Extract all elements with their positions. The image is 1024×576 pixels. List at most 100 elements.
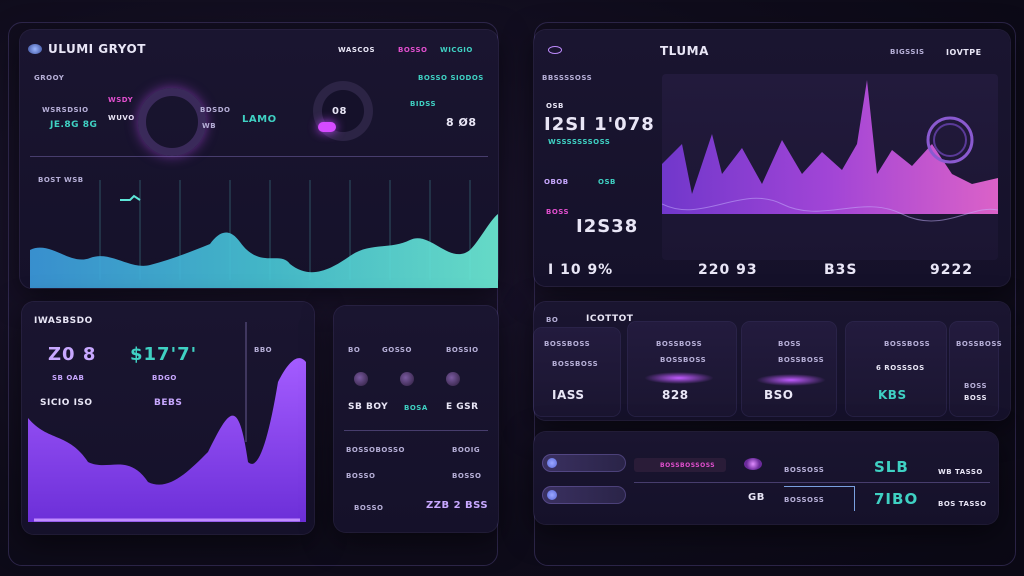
- toggle-knob: [547, 458, 557, 468]
- right-top-panel: TLUMA BIGSSIS IOVTPE BBSSSSOSS OSB I2SI …: [534, 30, 1010, 286]
- label-c: WB TASSO: [938, 468, 983, 476]
- right-value-main: I2SI 1'078: [544, 114, 655, 135]
- middle-value-c: E GSR: [446, 402, 479, 412]
- bracket-line: [784, 486, 855, 511]
- middle-row1-right: BOOIG: [452, 446, 481, 454]
- middle-header-c: BOSSIO: [446, 346, 479, 354]
- right-bottom-d: 9222: [930, 262, 973, 278]
- middle-row2-right: BOSSO: [452, 472, 482, 480]
- card-sub: BOSSBOSS: [660, 356, 707, 364]
- value-a: SLB: [874, 458, 909, 476]
- card-glow: [644, 372, 714, 384]
- donut-graphic: [308, 76, 378, 146]
- toggle-knob: [547, 490, 557, 500]
- card-sub: BOSSBOSS: [778, 356, 825, 364]
- middle-value-a: SB BOY: [348, 402, 389, 412]
- right-title: TLUMA: [660, 44, 709, 58]
- area-chart-teal: [30, 180, 498, 288]
- value-b: 7IBO: [874, 490, 919, 508]
- volume-label-c: SICIO ISO: [40, 398, 93, 408]
- stat5-label: BIDSS: [410, 100, 437, 108]
- middle-header-a: BO: [348, 346, 361, 354]
- card-label: BOSSBOSS: [884, 340, 931, 348]
- right-label-c: OSB: [598, 178, 616, 186]
- stat2-label-b: WUVO: [108, 114, 135, 122]
- card-sub: 6 ROSSSOS: [876, 364, 925, 372]
- card-value: KBS: [878, 388, 907, 402]
- volume-label-e: BBO: [254, 346, 273, 354]
- volume-label-d: BEBS: [154, 398, 183, 408]
- volume-label-b: BDGO: [152, 374, 177, 382]
- card-value: BSO: [764, 388, 794, 402]
- avatar-2[interactable]: [400, 372, 414, 386]
- avatar-3[interactable]: [446, 372, 460, 386]
- stat1-value: JE.8G 8G: [50, 120, 98, 130]
- middle-footer-value: ZZB 2 BSS: [426, 500, 489, 511]
- stat-card-4[interactable]: BOSSBOSS 6 ROSSSOS KBS: [846, 322, 946, 416]
- stat1-label: WSRSDSIO: [42, 106, 89, 114]
- right-bottom-b: 220 93: [698, 262, 758, 278]
- label-e: BOS TASSO: [938, 500, 987, 508]
- stat-card-5[interactable]: BOSSBOSS BOSS BOSS: [950, 322, 1002, 416]
- volume-value-b: $17'7': [130, 344, 198, 365]
- cards-header-b: ICOTTOT: [586, 314, 634, 324]
- stat3-b: LAMO: [242, 114, 277, 125]
- middle-panel: BO GOSSO BOSSIO SB BOY BOSA E GSR BOSSOB…: [334, 306, 498, 532]
- stat3-label: BDSDO: [200, 106, 231, 114]
- eye-icon-2[interactable]: [744, 458, 762, 470]
- volume-label-a: SB OAB: [52, 374, 85, 382]
- card-label: BOSSBOSS: [544, 340, 591, 348]
- eye-icon: [548, 46, 562, 54]
- header-link-b[interactable]: BOSSO: [398, 46, 428, 54]
- stat3-a: WB: [202, 122, 217, 130]
- trend-label: BOSSBOSSOSS: [660, 462, 716, 469]
- stat2-label-a: WSDY: [108, 96, 134, 104]
- bottom-divider: [634, 482, 990, 483]
- right-bottom-c: B3S: [824, 262, 858, 278]
- right-label-d: BOSS: [546, 208, 570, 216]
- subtitle: GROOY: [34, 74, 65, 82]
- right-section-label: BBSSSSOSS: [542, 74, 593, 82]
- right-dashboard-frame: [534, 22, 1016, 566]
- right-area-chart: [662, 80, 998, 222]
- card-sub: BOSS: [964, 382, 988, 390]
- ring-graphic: [138, 88, 206, 156]
- right-bottom-a: I 10 9%: [548, 262, 614, 278]
- stat-card-3[interactable]: BOSS BOSSBOSS BSO: [742, 322, 836, 416]
- donut-highlight: [318, 122, 336, 132]
- card-value: IASS: [552, 388, 585, 402]
- card-glow: [756, 374, 826, 386]
- trend-box: [634, 458, 726, 472]
- label-d: BOSSOSS: [784, 496, 825, 504]
- card-sub: BOSSBOSS: [552, 360, 599, 368]
- middle-row1-label: BOSSOBOSSO: [346, 446, 406, 454]
- card-label: BOSSBOSS: [956, 340, 1003, 348]
- stat4-value: 08: [332, 106, 347, 117]
- volume-area-chart: [28, 322, 306, 522]
- header-link-a[interactable]: WASCOS: [338, 46, 375, 54]
- right-label-a: OSB: [546, 102, 564, 110]
- avatar-1[interactable]: [354, 372, 368, 386]
- right-header-a[interactable]: BIGSSIS: [890, 48, 925, 56]
- stat-card-2[interactable]: BOSSBOSS BOSSBOSS 828: [628, 322, 736, 416]
- toggle-2[interactable]: [542, 486, 626, 504]
- right-header-b[interactable]: IOVTPE: [946, 48, 982, 57]
- right-label-b: OBOB: [544, 178, 569, 186]
- toggle-1[interactable]: [542, 454, 626, 472]
- right-teal-label: WSSSSSSSOSS: [548, 138, 611, 146]
- card-value: BOSS: [964, 394, 988, 402]
- volume-title: IWASBSDO: [34, 316, 93, 326]
- middle-header-b: GOSSO: [382, 346, 412, 354]
- logo-icon: [28, 44, 42, 54]
- stat-card-1[interactable]: BOSSBOSS BOSSBOSS IASS: [534, 328, 620, 416]
- header-link-c[interactable]: WICGIO: [440, 46, 473, 54]
- card-label: BOSSBOSS: [656, 340, 703, 348]
- right-value-second: I2S38: [576, 216, 639, 237]
- middle-footer-label: BOSSO: [354, 504, 384, 512]
- chart-label: BOST WSB: [38, 176, 84, 184]
- volume-panel: IWASBSDO Z0 8 $17'7' BBO SB OAB BDGO SIC…: [22, 302, 314, 534]
- app-title: ULUMI GRYOT: [48, 42, 146, 56]
- label-b: BOSSOSS: [784, 466, 825, 474]
- divider: [30, 156, 488, 157]
- middle-value-b: BOSA: [404, 404, 428, 412]
